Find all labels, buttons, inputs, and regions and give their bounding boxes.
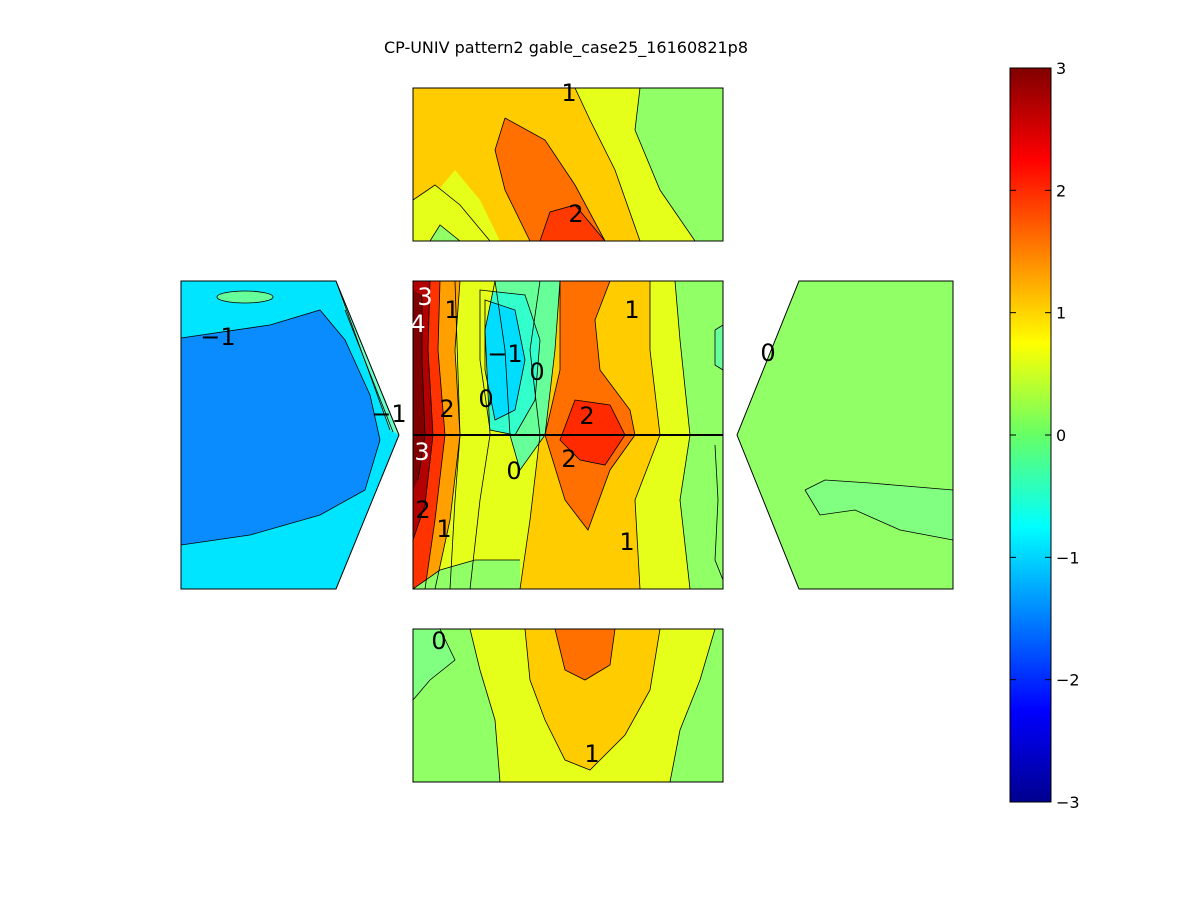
top-face-contour-lime [413, 185, 490, 241]
left-face-label-neg1-a: −1 [200, 323, 235, 351]
bottom-face-label-1: 1 [584, 740, 599, 768]
bottom-face-contour-orange [555, 629, 615, 680]
right-face-contour-patch [805, 480, 953, 540]
center-face-label-0-lower: 0 [506, 457, 521, 485]
colorbar-tick-label: 3 [1056, 59, 1066, 78]
left-face-contour-ring [216, 290, 274, 304]
colorbar-tick-label: −1 [1056, 548, 1080, 567]
colorbar-tick-label: 1 [1056, 304, 1066, 323]
bottom-face-contour-lines [413, 629, 716, 782]
center-face-label-2-upper-mid: 2 [579, 402, 594, 430]
center-face-label-3-lower: 3 [414, 438, 429, 466]
left-face-contour-lines [181, 281, 394, 546]
colorbar: 3 2 1 0 −1 −2 −3 [1009, 59, 1080, 812]
center-face-label-0-upper-right: 0 [529, 358, 544, 386]
center-face-label-1-upper-left: 1 [444, 296, 459, 324]
colorbar-gradient [1009, 67, 1052, 803]
chart-title: CP-UNIV pattern2 gable_case25_16160821p8 [384, 38, 748, 58]
colorbar-tick-label: −2 [1056, 671, 1080, 690]
center-face-contour-right-green [715, 325, 723, 370]
right-face-background [737, 281, 953, 589]
top-face-border [412, 87, 724, 242]
center-face-contour-lower-green [413, 560, 520, 589]
left-face-label-neg1-b: −1 [371, 400, 406, 428]
right-face-contour-lines [804, 479, 953, 541]
right-face-panel [737, 281, 953, 589]
top-face-contour-lines [413, 88, 696, 241]
center-face-label-1-lower-left: 1 [436, 515, 451, 543]
center-face-label-0-upper-left: 0 [478, 385, 493, 413]
center-face-contour-red [560, 400, 625, 465]
right-face-border [736, 280, 954, 590]
center-face-label-2-lower-left: 2 [415, 496, 430, 524]
top-face-panel [413, 88, 723, 241]
bottom-face-border [412, 628, 724, 783]
center-face-label-1-lower-right: 1 [619, 528, 634, 556]
center-face-label-1-upper-right: 1 [624, 296, 639, 324]
top-face-contour-red [540, 205, 605, 241]
center-face-label-2-upper-left: 2 [439, 395, 454, 423]
right-face-label-0: 0 [760, 339, 775, 367]
center-face-contour-cyan-deep [485, 300, 525, 420]
colorbar-tick-label: −3 [1056, 793, 1080, 812]
bottom-face-label-0: 0 [431, 627, 446, 655]
left-face-contour-blue [181, 310, 380, 545]
colorbar-ticks: 3 2 1 0 −1 −2 −3 [1010, 59, 1080, 812]
center-face-label-2-lower-mid: 2 [561, 445, 576, 473]
bottom-face-panel [413, 629, 723, 782]
center-face-label-4: 4 [410, 310, 425, 338]
bottom-face-contour-edge [413, 629, 455, 700]
colorbar-tick-label: 0 [1056, 426, 1066, 445]
bottom-face-contour-orange-light [525, 629, 660, 770]
center-face-label-neg1: −1 [487, 340, 522, 368]
colorbar-tick-label: 2 [1056, 181, 1066, 200]
top-face-label-1: 1 [561, 79, 576, 107]
top-face-label-2: 2 [568, 200, 583, 228]
center-face-label-3-top: 3 [417, 283, 432, 311]
left-face-border [180, 280, 400, 590]
